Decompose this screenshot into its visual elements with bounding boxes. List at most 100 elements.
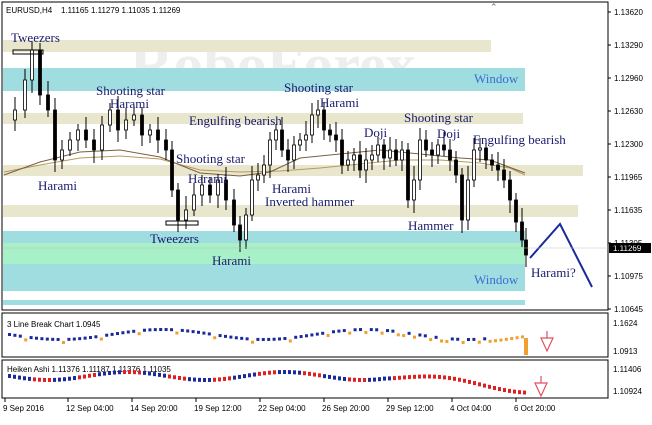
candle-body <box>424 139 428 151</box>
band-beige <box>3 40 491 52</box>
heiken-ashi-bar <box>288 370 291 375</box>
line-break-bar <box>440 339 443 343</box>
line-break-bar <box>175 331 179 335</box>
candle-body <box>200 184 204 196</box>
line-break-bar <box>72 337 76 341</box>
candle-body <box>388 149 392 159</box>
line-break-bar <box>180 328 184 332</box>
candlesticks <box>13 41 528 267</box>
candle-body <box>148 129 152 136</box>
time-label: 29 Sep 12:00 <box>386 404 434 413</box>
heiken-ashi-bar <box>383 376 386 381</box>
annotation-shooting-star: Shooting star <box>284 80 354 95</box>
line-break-bar <box>407 331 411 335</box>
candle-body <box>322 109 326 131</box>
heiken-ashi-bar <box>343 376 346 381</box>
candle-body <box>496 164 500 171</box>
line-break-bar <box>396 333 400 337</box>
line-break-bar <box>288 339 292 343</box>
price-label: 1.10975 <box>614 272 643 281</box>
band-window-bottom <box>3 231 525 243</box>
heiken-ashi-bar <box>98 372 101 377</box>
heiken-ashi-bar <box>238 374 241 379</box>
heiken-ashi-bar <box>338 376 341 381</box>
candle-body <box>466 179 470 221</box>
heiken-ashi-bar <box>118 370 121 375</box>
line-break-bar <box>494 339 497 343</box>
heiken-ashi-bar <box>88 373 91 378</box>
heiken-ashi-bar <box>523 390 526 395</box>
candle-body <box>224 179 228 201</box>
candle-body <box>448 149 452 161</box>
line-break-bar <box>94 335 98 339</box>
candle-body <box>274 129 278 141</box>
line-break-bar <box>62 340 65 344</box>
line-break-bar <box>245 337 249 341</box>
line-break-bar <box>213 336 217 340</box>
price-label: 1.13290 <box>614 41 643 50</box>
line-break-bar <box>202 331 206 335</box>
heiken-ashi-bar <box>203 377 206 382</box>
tweezers-box-top <box>12 49 44 55</box>
line-break-bar <box>197 330 200 334</box>
heiken-ashi-bar <box>48 377 51 382</box>
time-label: 6 Oct 20:00 <box>514 404 556 413</box>
heiken-ashi-bar <box>273 370 276 375</box>
heiken-ashi-bar <box>243 374 246 379</box>
heiken-ashi-bar <box>168 374 171 379</box>
symbol-timeframe: EURUSD,H4 <box>6 6 53 15</box>
heiken-ashi-bar <box>198 377 201 382</box>
heiken-ashi-bar <box>163 373 166 378</box>
candle-body <box>132 114 136 121</box>
candle-body <box>244 214 248 241</box>
line-break-bar <box>51 337 55 341</box>
panel2-price-bottom: 1.10924 <box>613 387 642 396</box>
heiken-ashi-bar <box>483 383 486 388</box>
heiken-ashi-bar <box>398 375 401 380</box>
heiken-ashi-bar <box>218 377 221 382</box>
heiken-ashi-bar <box>38 377 41 382</box>
line-break-bar <box>380 331 384 335</box>
candle-body <box>394 149 398 161</box>
candle-body <box>490 159 494 166</box>
candle-body <box>298 139 302 146</box>
candle-body <box>442 144 446 151</box>
price-label: 1.12300 <box>614 140 643 149</box>
time-label: 26 Sep 20:00 <box>322 404 370 413</box>
band-window-bottom <box>3 243 525 264</box>
price-label: 1.12630 <box>614 107 643 116</box>
heiken-ashi-bar <box>418 374 421 379</box>
price-label: 1.11305 <box>614 239 643 248</box>
heiken-ashi-bar <box>148 371 151 376</box>
candle-body <box>502 169 506 181</box>
line-break-bar <box>359 328 362 332</box>
line-break-bar <box>294 335 298 339</box>
line-break-bar <box>240 336 244 340</box>
line-break-bar <box>29 336 33 340</box>
heiken-ashi-bar <box>308 371 311 376</box>
line-break-bar <box>499 338 503 342</box>
candle-body <box>352 154 356 161</box>
candle-body <box>310 114 314 136</box>
heiken-ashi-bar <box>413 374 416 379</box>
heiken-ashi-bar <box>393 376 396 381</box>
heiken-ashi-bar <box>138 370 141 375</box>
heiken-ashi-bar <box>443 375 446 380</box>
heiken-ashi-bar <box>323 374 326 379</box>
heiken-ashi-bar <box>233 375 236 380</box>
heiken-ashi-label: Heiken Ashi 1.11376 1.11187 1.11376 1.11… <box>7 365 171 374</box>
annotation-engulfing-bearish: Engulfing bearish <box>189 113 282 128</box>
heiken-ashi-bar <box>468 379 471 384</box>
line-break-bar <box>315 332 319 336</box>
heiken-ashi-bar <box>143 370 146 375</box>
line-break-bar <box>353 328 357 332</box>
candle-body <box>268 139 272 166</box>
band-window-bottom <box>3 264 525 291</box>
heiken-ashi-bar <box>178 375 181 380</box>
annotation-shooting-star: Shooting star <box>96 83 166 98</box>
line-break-bar <box>121 331 125 335</box>
window-label-top: Window <box>474 71 519 86</box>
heiken-ashi-bar <box>508 388 511 393</box>
candle-body <box>232 199 236 226</box>
heiken-ashi-bar <box>213 377 216 382</box>
